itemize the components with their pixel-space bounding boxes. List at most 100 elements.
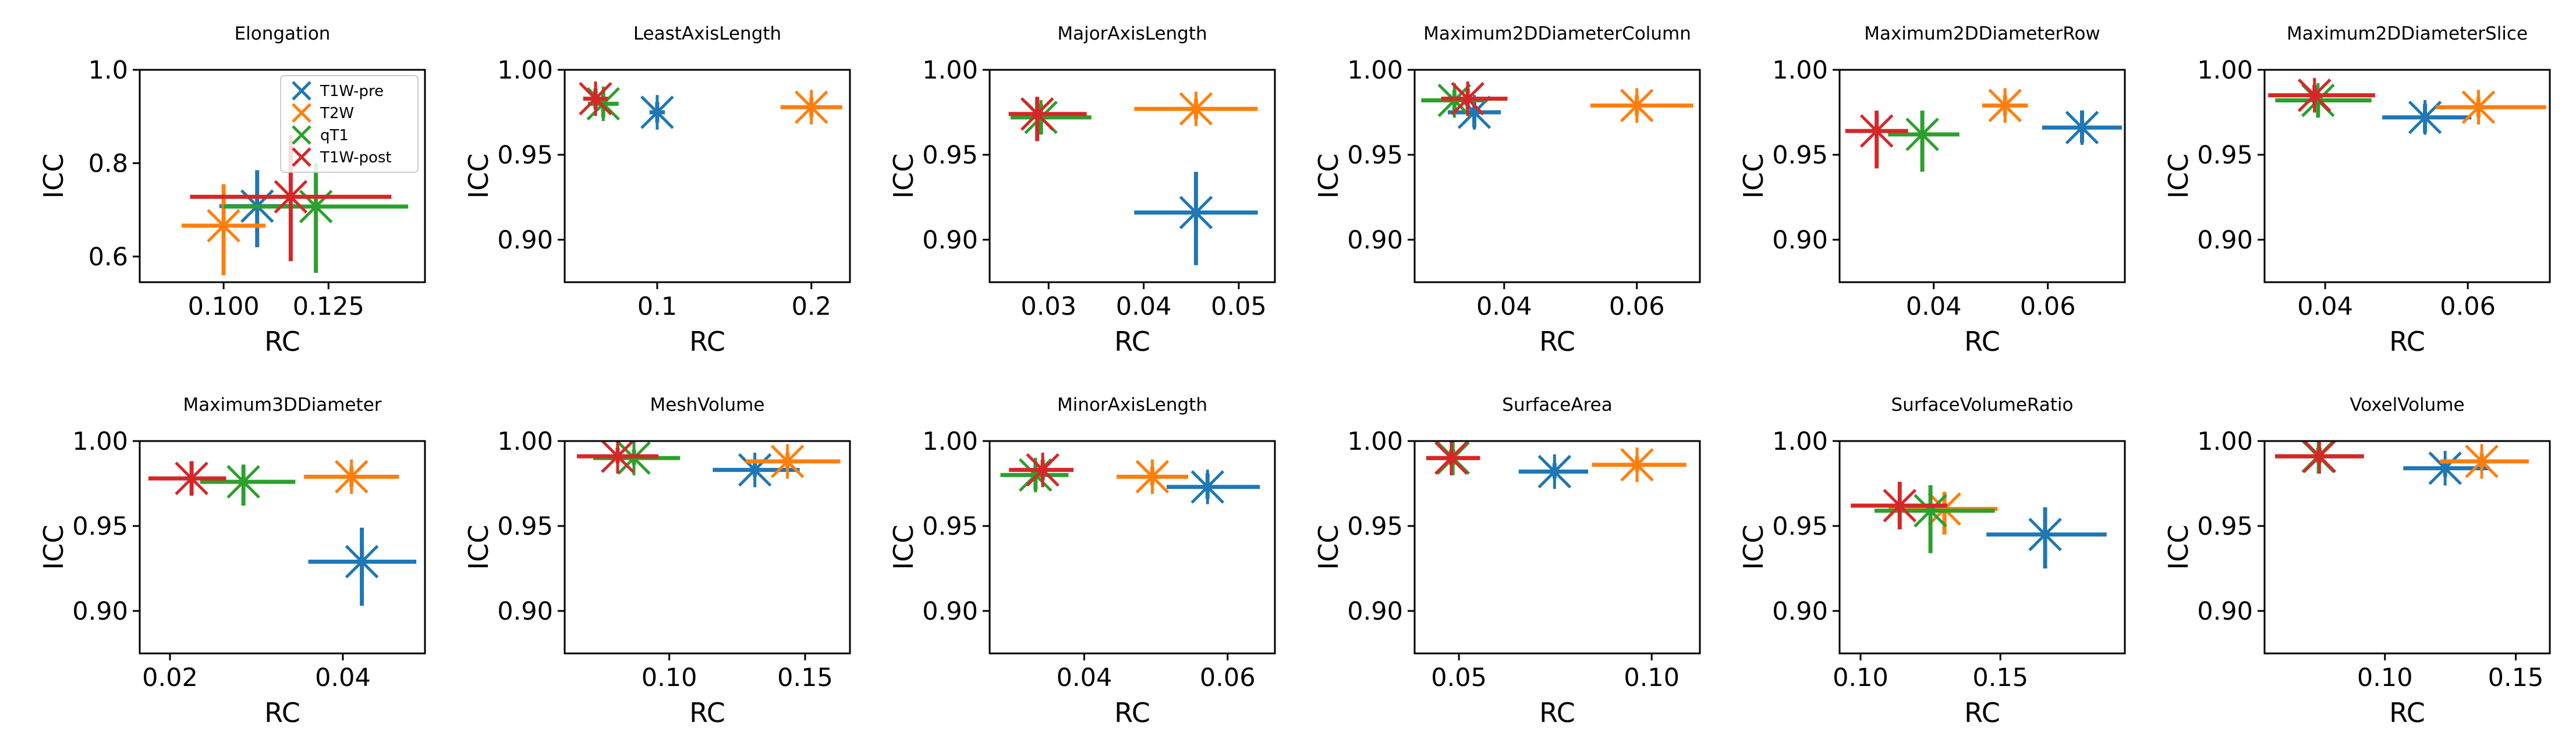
x-tick-label: 0.1: [637, 292, 677, 321]
point-marker-t1w-post: [601, 441, 635, 474]
series-t1w-post: [1426, 441, 1480, 475]
subplot-6: Maximum3DDiameter 0.02 0.04 0.90 0.95 1.00 RC I…: [38, 394, 426, 728]
point-marker-qt1: [1905, 117, 1939, 152]
x-axis-label: RC: [689, 697, 725, 728]
series-t2w: [1982, 88, 2028, 123]
y-tick-label: 1.00: [72, 427, 128, 456]
data-marks: [182, 135, 409, 275]
x-axis-label: RC: [1539, 326, 1575, 357]
series-t2w: [745, 444, 841, 479]
x-tick-label: 0.03: [1021, 292, 1076, 321]
axes-frame: [1838, 69, 2126, 283]
point-marker-t1w-post: [175, 461, 208, 496]
y-tick-label: 0.6: [88, 243, 128, 272]
point-marker-t1w-pre: [2065, 110, 2099, 145]
y-axis-label: ICC: [888, 154, 919, 199]
axes-frame: [564, 440, 851, 655]
x-tick-label: 0.2: [792, 292, 831, 321]
x-tick-label: 0.06: [1200, 663, 1256, 692]
subplot-1: LeastAxisLength 0.1 0.2 0.90 0.95 1.00 RC ICC: [463, 23, 851, 357]
point-marker-t1w-post: [1434, 441, 1468, 475]
y-tick-label: 1.00: [497, 427, 553, 456]
y-tick-label: 0.90: [1772, 597, 1828, 626]
x-axis-label: RC: [2389, 326, 2425, 357]
series-t2w: [780, 90, 842, 125]
point-marker-t1w-pre: [2408, 100, 2442, 135]
legend-label: T2W: [320, 105, 354, 122]
y-tick-label: 0.95: [922, 141, 978, 170]
x-tick-label: 0.06: [2020, 292, 2076, 321]
series-t1w-post: [2274, 441, 2364, 474]
x-axis-label: RC: [1114, 326, 1150, 357]
data-marks: [148, 459, 417, 606]
data-marks: [1008, 91, 1258, 265]
series-t1w-post: [1851, 482, 1947, 529]
subplot-title: Elongation: [235, 23, 331, 44]
series-t2w: [2440, 444, 2529, 479]
subplot-3: Maximum2DDiameterColumn 0.04 0.06 0.90 0.95 1…: [1313, 23, 1701, 357]
legend: T1W-pre T2W qT1 T1W-post: [280, 75, 419, 173]
series-t1w-post: [1441, 81, 1508, 116]
series-t2w: [1116, 459, 1189, 495]
y-tick-label: 0.95: [497, 512, 553, 541]
y-axis-label: ICC: [1313, 525, 1344, 570]
series-t1w-pre: [713, 452, 800, 488]
subplot-title: Maximum2DDiameterSlice: [2287, 23, 2528, 44]
y-tick-label: 0.95: [2197, 141, 2253, 170]
y-axis-label: ICC: [2163, 154, 2194, 199]
x-tick-label: 0.05: [1431, 663, 1487, 692]
point-marker-t1w-pre: [1190, 470, 1225, 504]
series-t1w-pre: [2382, 100, 2472, 135]
x-axis-label: RC: [1539, 697, 1575, 728]
x-tick-label: 0.15: [777, 663, 833, 692]
subplot-0: Elongation 0.100 0.125 0.6 0.8 1.0 RC ICC T1W-pr…: [38, 23, 426, 357]
x-tick-label: 0.100: [188, 292, 260, 321]
point-marker-t1w-pre: [2028, 517, 2062, 552]
subplot-title: SurfaceArea: [1502, 394, 1612, 415]
x-tick-label: 0.04: [1116, 292, 1172, 321]
y-tick-label: 1.00: [2197, 56, 2253, 85]
series-qt1: [1888, 111, 1960, 172]
subplot-5: Maximum2DDiameterSlice 0.04 0.06 0.90 0.95 1.…: [2163, 23, 2551, 357]
subplot-title: MinorAxisLength: [1057, 394, 1207, 415]
x-tick-label: 0.04: [2297, 292, 2353, 321]
axes-frame: [1413, 69, 1701, 283]
y-tick-label: 1.00: [1772, 427, 1828, 456]
point-marker-t2w: [207, 208, 240, 243]
subplot-title: LeastAxisLength: [633, 23, 781, 44]
point-marker-t2w: [335, 459, 368, 495]
point-marker-t1w-post: [2302, 441, 2337, 474]
y-tick-label: 0.90: [1772, 226, 1828, 255]
series-t1w-pre: [1986, 507, 2107, 568]
x-tick-label: 0.10: [1624, 663, 1679, 692]
series-t1w-post: [577, 441, 658, 474]
x-tick-label: 0.10: [642, 663, 697, 692]
y-axis-label: ICC: [2163, 525, 2194, 570]
series-t1w-pre: [219, 170, 295, 247]
point-marker-t2w: [1988, 88, 2022, 123]
data-marks: [2274, 441, 2529, 486]
data-marks: [2268, 78, 2546, 135]
legend-marker-t1w-pre: [292, 81, 311, 101]
series-t1w-post: [1008, 97, 1087, 141]
subplot-2: MajorAxisLength 0.03 0.04 0.05 0.90 0.95 1.00 R…: [888, 23, 1276, 357]
subplot-title: SurfaceVolumeRatio: [1891, 394, 2074, 415]
y-tick-label: 0.95: [1772, 141, 1828, 170]
point-marker-t1w-post: [579, 81, 612, 116]
x-axis-label: RC: [264, 697, 300, 728]
series-t1w-post: [148, 461, 226, 496]
point-marker-t1w-pre: [345, 544, 379, 580]
y-tick-label: 0.90: [497, 226, 553, 255]
x-tick-label: 0.15: [2488, 663, 2544, 692]
y-tick-label: 1.00: [1347, 56, 1403, 85]
subplot-title: Maximum2DDiameterColumn: [1423, 23, 1691, 44]
subplot-8: MinorAxisLength 0.04 0.06 0.90 0.95 1.00 RC ICC: [888, 394, 1276, 728]
y-tick-label: 0.90: [922, 597, 978, 626]
y-tick-label: 0.95: [1347, 141, 1403, 170]
series-t1w-post: [1845, 111, 1908, 169]
series-t1w-post: [579, 81, 612, 116]
legend-marker-t1w-post: [292, 147, 311, 167]
x-tick-label: 0.15: [1972, 663, 2028, 692]
y-tick-label: 0.95: [1772, 512, 1828, 541]
data-marks: [577, 441, 841, 488]
